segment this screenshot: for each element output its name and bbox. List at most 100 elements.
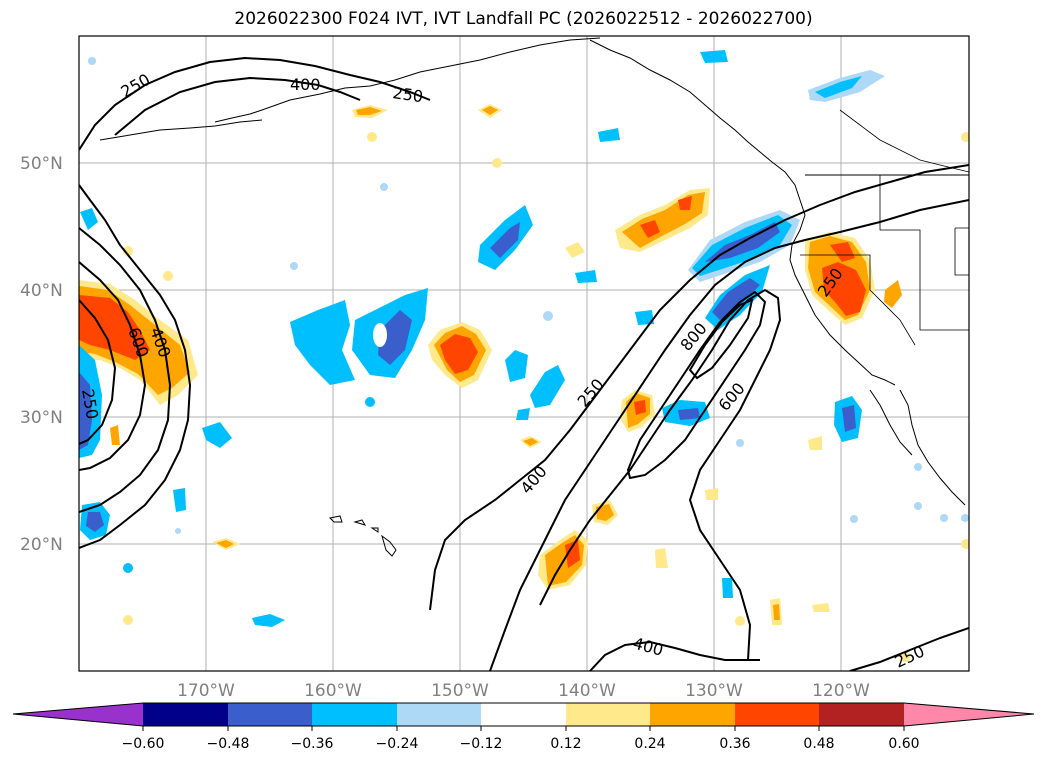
ivt-contour-400 — [114, 76, 361, 136]
lon-label-170w: 170°W — [177, 681, 235, 701]
pc-region — [815, 76, 862, 98]
colorbar-segment — [143, 703, 228, 726]
contour-label: 250 — [78, 387, 102, 420]
colorbar-ticks — [142, 726, 905, 731]
hawaii-island — [328, 515, 343, 523]
mexico-coast — [899, 389, 966, 506]
lon-label-130w: 130°W — [685, 681, 743, 701]
colorbar-tick-label: −0.12 — [460, 736, 503, 752]
pc-region — [914, 463, 922, 471]
pc-region — [88, 57, 96, 65]
ivt-contour-250-west — [79, 184, 192, 549]
pc-region — [365, 397, 375, 407]
colorbar-segment — [735, 703, 819, 726]
colorbar-tick-label: 0.24 — [634, 736, 665, 752]
pc-region — [575, 270, 597, 283]
pc-region — [678, 408, 700, 420]
pc-region — [123, 246, 133, 256]
pc-region — [290, 300, 355, 385]
pc-region — [773, 604, 780, 620]
pc-region — [163, 271, 173, 281]
pc-region — [86, 512, 104, 532]
lat-label-30n: 30°N — [20, 408, 63, 428]
pc-region — [516, 408, 530, 420]
pc-region — [712, 278, 760, 320]
pc-region — [655, 548, 668, 568]
pc-region — [523, 438, 538, 446]
state-borders — [800, 254, 916, 346]
pc-region — [373, 323, 387, 347]
pc-region — [808, 436, 822, 450]
state-borders — [954, 227, 969, 276]
pc-region — [79, 372, 92, 450]
pc-region — [440, 334, 478, 374]
aleutian-coast — [99, 119, 263, 141]
pc-region — [678, 196, 692, 210]
pc-region — [635, 310, 654, 325]
colorbar-extend-right — [904, 703, 1034, 726]
colorbar-segment — [650, 703, 735, 726]
lat-label-40n: 40°N — [20, 281, 63, 301]
pc-region — [705, 488, 718, 500]
pc-region — [640, 220, 660, 238]
colorbar-tick-label: 0.12 — [550, 736, 581, 752]
pc-region — [812, 603, 830, 612]
ivt-contour-800-core — [688, 298, 754, 380]
pc-region — [356, 107, 382, 115]
colorbar-segment — [566, 703, 650, 726]
pc-region — [722, 578, 733, 598]
pc-region — [850, 515, 858, 523]
pc-region — [530, 365, 565, 408]
contour-label: 250 — [391, 83, 424, 106]
colorbar: −0.60 −0.48 −0.36 −0.24 −0.12 0.12 0.24 … — [12, 702, 1035, 752]
colorbar-tick-label: −0.48 — [207, 736, 250, 752]
pc-region — [830, 242, 855, 262]
pc-region — [735, 616, 745, 626]
pc-region — [914, 502, 922, 510]
pc-region — [173, 488, 186, 512]
pc-region — [175, 528, 181, 534]
hawaii-island — [381, 534, 397, 557]
pc-region — [543, 311, 553, 321]
hawaii-island — [370, 527, 379, 533]
pc-region — [216, 540, 234, 548]
ivt-contours — [79, 56, 969, 671]
pc-region — [700, 50, 728, 63]
pc-region — [482, 106, 498, 115]
pc-region — [79, 295, 150, 360]
west-coast — [589, 39, 896, 386]
pc-region — [736, 439, 744, 447]
pc-region — [884, 280, 902, 308]
lon-label-160w: 160°W — [304, 681, 362, 701]
colorbar-tick-label: −0.24 — [376, 736, 419, 752]
pc-region — [110, 425, 120, 445]
pc-region — [492, 158, 502, 168]
pc-region — [505, 350, 528, 382]
colorbar-tick-label: −0.60 — [122, 736, 165, 752]
lat-label-50n: 50°N — [20, 154, 63, 174]
ivt-contour-600-west — [79, 261, 147, 471]
pc-region — [123, 615, 133, 625]
coastlines — [99, 37, 969, 557]
pc-region — [961, 514, 969, 522]
latitude-labels: 50°N 40°N 30°N 20°N — [20, 154, 63, 555]
lon-label-150w: 150°W — [431, 681, 489, 701]
colorbar-tick-label: −0.36 — [291, 736, 334, 752]
ivt-contour-800-west — [79, 299, 117, 445]
map-frame — [78, 35, 970, 672]
pc-region — [634, 400, 646, 415]
canada-borders — [839, 109, 969, 173]
colorbar-segment — [397, 703, 481, 726]
map-title: 2026022300 F024 IVT, IVT Landfall PC (20… — [234, 9, 813, 29]
colorbar-tick-label: 0.48 — [803, 736, 834, 752]
pc-region — [380, 183, 388, 191]
pc-region — [961, 132, 969, 142]
contour-label: 400 — [290, 75, 321, 94]
pc-region — [290, 262, 298, 270]
ivt-contour-600-main — [539, 288, 782, 661]
colorbar-tick-label: 0.36 — [719, 736, 750, 752]
colorbar-segment — [228, 703, 312, 726]
hawaii-island — [353, 519, 367, 526]
pc-region — [202, 422, 232, 448]
